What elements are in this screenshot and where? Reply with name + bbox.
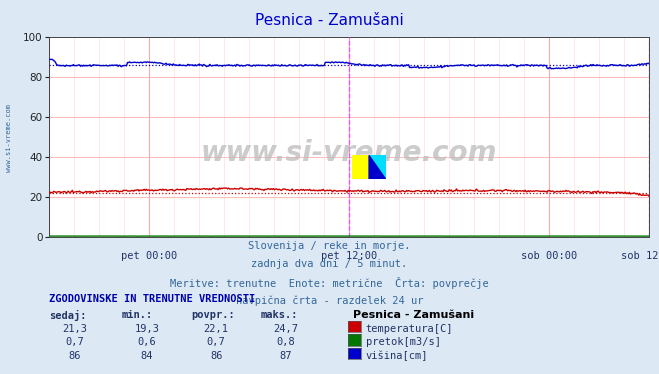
Text: pretok[m3/s]: pretok[m3/s]	[366, 337, 441, 347]
Text: višina[cm]: višina[cm]	[366, 351, 428, 362]
Text: 84: 84	[141, 351, 153, 361]
Text: 86: 86	[69, 351, 80, 361]
Text: ZGODOVINSKE IN TRENUTNE VREDNOSTI: ZGODOVINSKE IN TRENUTNE VREDNOSTI	[49, 294, 256, 304]
Polygon shape	[369, 156, 386, 180]
Text: 21,3: 21,3	[62, 324, 87, 334]
Text: 87: 87	[279, 351, 291, 361]
Text: navpična črta - razdelek 24 ur: navpična črta - razdelek 24 ur	[236, 295, 423, 306]
Text: 0,6: 0,6	[138, 337, 156, 347]
Text: min.:: min.:	[122, 310, 153, 321]
Text: sob 12:00: sob 12:00	[621, 251, 659, 261]
Text: pet 00:00: pet 00:00	[121, 251, 177, 261]
Text: sedaj:: sedaj:	[49, 310, 87, 321]
Text: pet 12:00: pet 12:00	[321, 251, 378, 261]
Text: Meritve: trenutne  Enote: metrične  Črta: povprečje: Meritve: trenutne Enote: metrične Črta: …	[170, 277, 489, 289]
Text: 22,1: 22,1	[204, 324, 229, 334]
Text: Pesnica - Zamušani: Pesnica - Zamušani	[255, 13, 404, 28]
Text: 19,3: 19,3	[134, 324, 159, 334]
Text: www.si-vreme.com: www.si-vreme.com	[5, 104, 12, 172]
Text: 86: 86	[210, 351, 222, 361]
Text: 0,7: 0,7	[65, 337, 84, 347]
Text: temperatura[C]: temperatura[C]	[366, 324, 453, 334]
Text: povpr.:: povpr.:	[191, 310, 235, 321]
Text: Slovenija / reke in morje.: Slovenija / reke in morje.	[248, 241, 411, 251]
Text: Pesnica - Zamušani: Pesnica - Zamušani	[353, 310, 474, 321]
Bar	[353, 156, 369, 180]
Text: 24,7: 24,7	[273, 324, 298, 334]
Text: sob 00:00: sob 00:00	[521, 251, 577, 261]
Text: maks.:: maks.:	[260, 310, 298, 321]
Text: 0,8: 0,8	[276, 337, 295, 347]
Text: zadnja dva dni / 5 minut.: zadnja dva dni / 5 minut.	[251, 259, 408, 269]
Text: 0,7: 0,7	[207, 337, 225, 347]
Polygon shape	[369, 156, 386, 180]
Text: www.si-vreme.com: www.si-vreme.com	[201, 140, 498, 168]
